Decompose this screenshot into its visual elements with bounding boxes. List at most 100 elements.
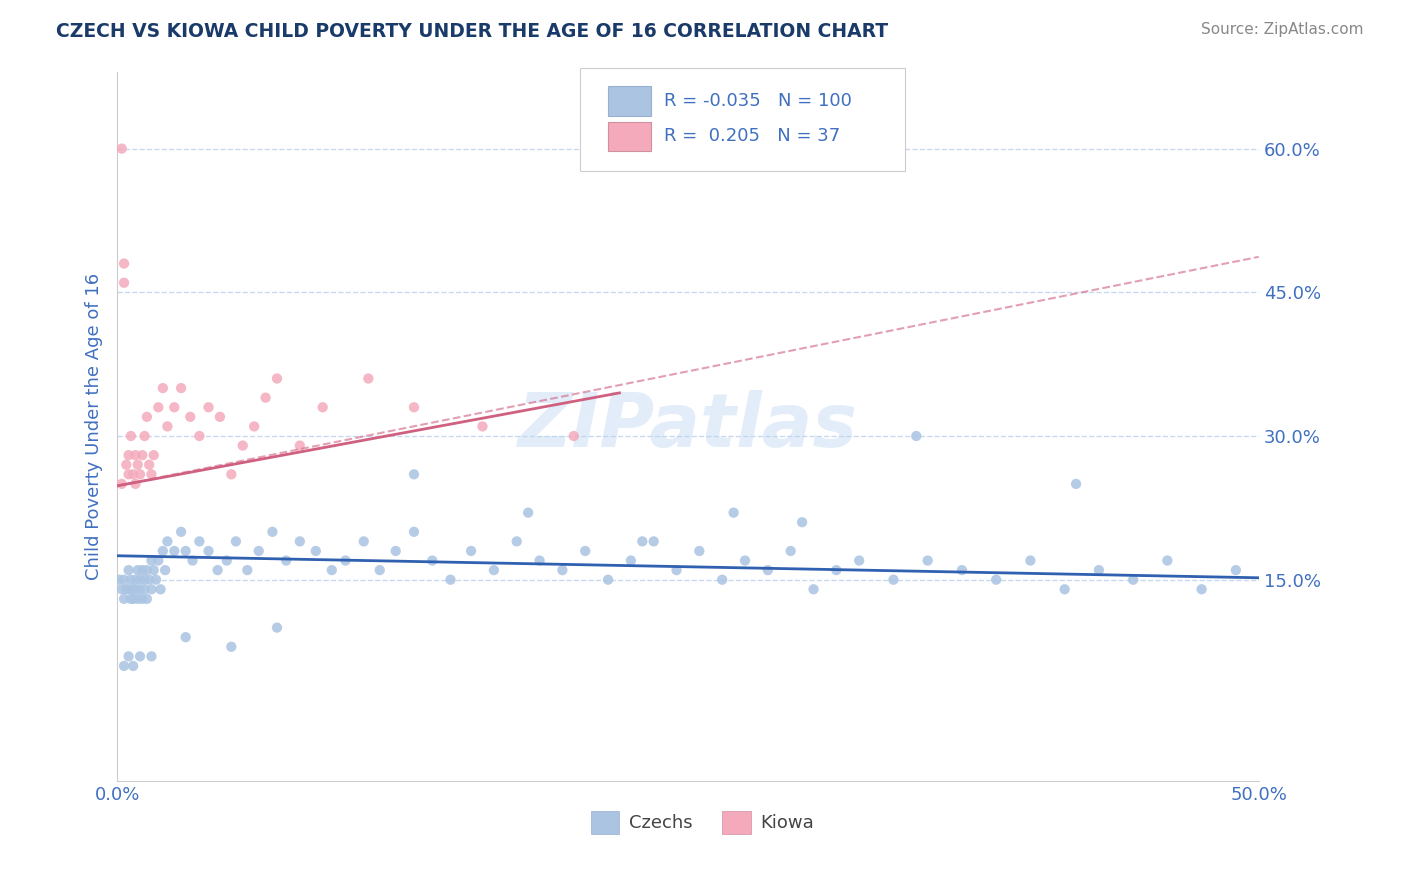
Point: [402, 401, 425, 415]
Point: [506, 534, 529, 549]
Point: [803, 582, 825, 597]
Point: [1019, 553, 1042, 567]
Point: [197, 401, 219, 415]
Point: [135, 563, 157, 577]
Point: [471, 419, 494, 434]
Point: [117, 649, 139, 664]
Point: [156, 534, 179, 549]
Point: [112, 573, 135, 587]
Point: [247, 544, 270, 558]
Point: [112, 591, 135, 606]
Y-axis label: Child Poverty Under the Age of 16: Child Poverty Under the Age of 16: [86, 273, 103, 580]
Point: [112, 256, 135, 270]
Point: [1156, 553, 1178, 567]
Point: [138, 573, 160, 587]
Point: [243, 419, 266, 434]
Point: [562, 429, 585, 443]
Point: [262, 524, 284, 539]
Point: [950, 563, 973, 577]
Point: [335, 553, 357, 567]
Point: [1225, 563, 1247, 577]
Point: [439, 573, 461, 587]
Point: [221, 467, 243, 482]
Point: [134, 573, 156, 587]
Point: [148, 553, 170, 567]
Point: [127, 458, 149, 472]
Point: [134, 582, 156, 597]
Point: [1122, 573, 1144, 587]
Point: [131, 563, 153, 577]
Point: [311, 401, 333, 415]
Point: [129, 582, 152, 597]
Bar: [591, 811, 620, 834]
Point: [141, 649, 163, 664]
Point: [124, 573, 146, 587]
Point: [111, 476, 134, 491]
Point: [115, 582, 138, 597]
Point: [142, 563, 165, 577]
Point: [122, 659, 145, 673]
Point: [115, 458, 138, 472]
Point: [181, 553, 204, 567]
Point: [122, 467, 145, 482]
Point: [620, 553, 643, 567]
Point: [420, 553, 443, 567]
Text: R =  0.205   N = 37: R = 0.205 N = 37: [664, 128, 841, 145]
Point: [129, 649, 152, 664]
Point: [551, 563, 574, 577]
Point: [129, 467, 152, 482]
Point: [120, 429, 142, 443]
Point: [174, 630, 197, 644]
Point: [117, 582, 139, 597]
Point: [236, 563, 259, 577]
Point: [221, 640, 243, 654]
Point: [141, 467, 163, 482]
Point: [848, 553, 870, 567]
Point: [825, 563, 848, 577]
Point: [353, 534, 375, 549]
Point: [153, 563, 176, 577]
Point: [111, 582, 134, 597]
FancyBboxPatch shape: [579, 69, 905, 171]
Point: [779, 544, 801, 558]
Point: [756, 563, 779, 577]
Point: [141, 553, 163, 567]
Point: [108, 573, 131, 587]
Point: [305, 544, 328, 558]
Point: [631, 534, 654, 549]
Point: [149, 582, 172, 597]
Text: CZECH VS KIOWA CHILD POVERTY UNDER THE AGE OF 16 CORRELATION CHART: CZECH VS KIOWA CHILD POVERTY UNDER THE A…: [56, 22, 889, 41]
Point: [174, 544, 197, 558]
Point: [124, 476, 146, 491]
Point: [207, 563, 229, 577]
Point: [288, 534, 311, 549]
Point: [156, 419, 179, 434]
Point: [163, 401, 186, 415]
Point: [665, 563, 688, 577]
Point: [170, 381, 193, 395]
Point: [179, 409, 201, 424]
Point: [134, 429, 156, 443]
Point: [197, 544, 219, 558]
Point: [112, 659, 135, 673]
Point: [1064, 476, 1087, 491]
Point: [170, 524, 193, 539]
Point: [517, 506, 540, 520]
Point: [131, 591, 153, 606]
Point: [254, 391, 277, 405]
Point: [321, 563, 343, 577]
Point: [882, 573, 904, 587]
Point: [1053, 582, 1076, 597]
Point: [188, 534, 211, 549]
Point: [142, 448, 165, 462]
Point: [917, 553, 939, 567]
Point: [905, 429, 928, 443]
Point: [112, 276, 135, 290]
Point: [122, 582, 145, 597]
Point: [127, 591, 149, 606]
Point: [688, 544, 710, 558]
Point: [152, 381, 174, 395]
Point: [188, 429, 211, 443]
Point: [266, 371, 288, 385]
Point: [402, 524, 425, 539]
